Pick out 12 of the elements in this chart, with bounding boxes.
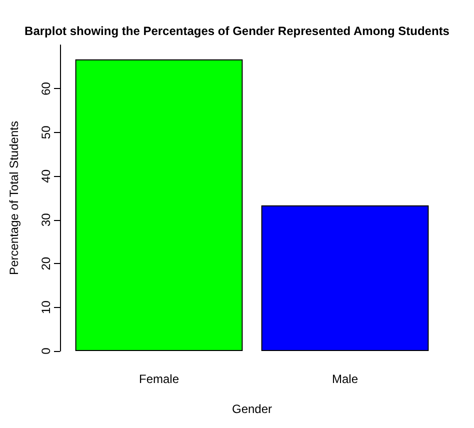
x-axis-title: Gender <box>232 402 272 416</box>
y-tick-label: 20 <box>39 256 53 270</box>
y-tick-label: 10 <box>39 300 53 314</box>
y-tick-label: 50 <box>39 125 53 140</box>
chart-title: Barplot showing the Percentages of Gender Represented Among Students <box>24 24 450 38</box>
y-tick-label: 30 <box>39 212 53 227</box>
y-tick-label: 60 <box>39 82 53 96</box>
y-tick-label: 0 <box>39 347 53 354</box>
x-tick-label: Male <box>332 372 358 386</box>
y-tick-label: 40 <box>39 169 53 183</box>
y-axis-title: Percentage of Total Students <box>7 121 21 275</box>
x-tick-label: Female <box>138 372 180 386</box>
